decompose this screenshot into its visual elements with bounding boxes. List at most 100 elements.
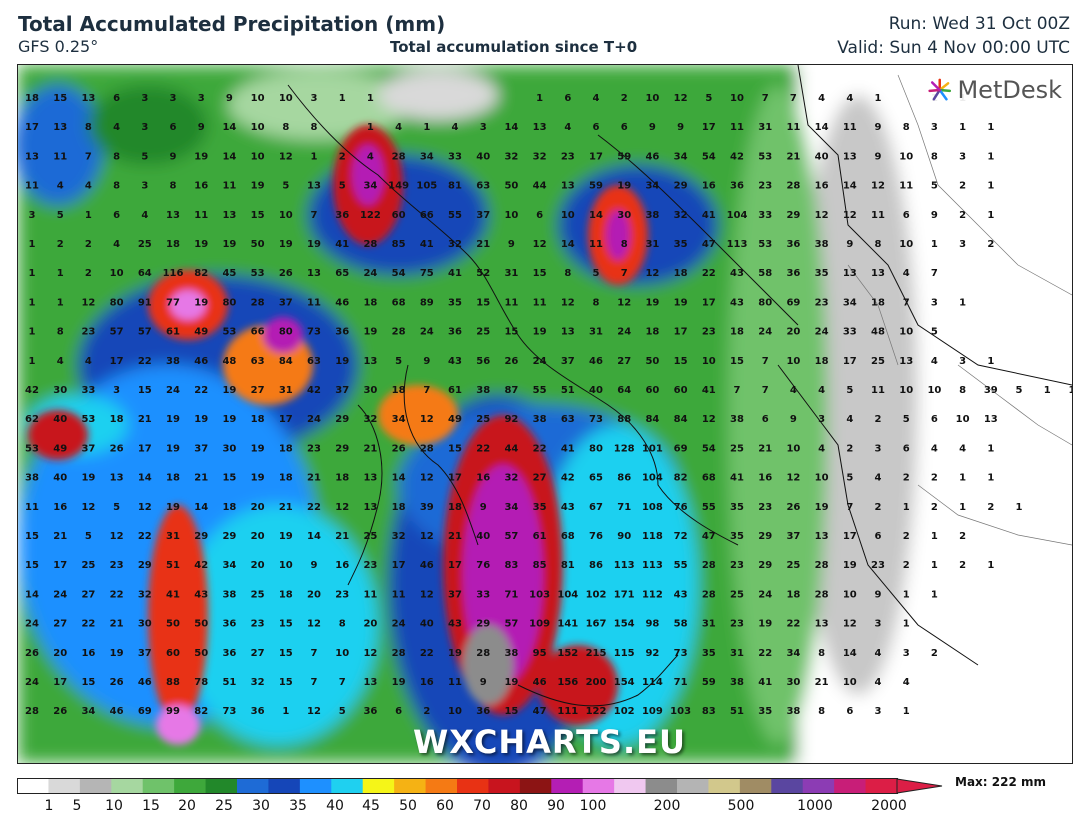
grid-value: 80 [589,443,603,454]
grid-value: 9 [311,560,318,571]
grid-value: 6 [762,414,769,425]
grid-value: 73 [307,327,321,338]
precipitation-map[interactable]: 1815136333910103111642101251077441111713… [17,64,1073,764]
grid-value: 13 [307,268,321,279]
legend-tick-label: 80 [510,798,528,814]
grid-value: 11 [504,297,518,308]
grid-value: 69 [786,297,800,308]
grid-value: 60 [166,648,180,659]
grid-value: 41 [335,239,349,250]
grid-value: 18 [110,414,124,425]
grid-value: 19 [194,414,208,425]
grid-value: 10 [899,151,913,162]
grid-value: 101 [642,443,663,454]
grid-value: 84 [674,414,688,425]
grid-value: 31 [645,239,659,250]
grid-value: 18 [335,473,349,484]
grid-value: 24 [25,619,39,630]
grid-value: 28 [815,560,829,571]
grid-value: 53 [81,414,95,425]
grid-value: 26 [392,443,406,454]
grid-value: 23 [758,502,772,513]
grid-value: 37 [786,531,800,542]
grid-value: 57 [138,327,152,338]
grid-value: 6 [931,414,938,425]
legend-tick-label: 15 [142,798,160,814]
legend-color-swatch [582,779,615,793]
grid-value: 84 [645,414,659,425]
metdesk-logo: MetDesk [922,73,1062,107]
grid-value: 19 [222,385,236,396]
grid-value: 19 [504,677,518,688]
grid-value: 8 [282,122,289,133]
grid-value: 11 [1068,385,1072,396]
grid-value: 55 [674,560,688,571]
grid-value: 12 [561,297,575,308]
grid-value: 68 [392,297,406,308]
grid-value: 28 [702,560,716,571]
grid-value: 19 [279,531,293,542]
grid-value: 156 [557,677,578,688]
grid-value: 14 [138,473,152,484]
legend-color-swatch [299,779,332,793]
grid-value: 8 [875,239,882,250]
grid-value: 42 [307,385,321,396]
grid-value: 18 [363,297,377,308]
grid-value: 1 [1044,385,1051,396]
grid-value: 12 [81,502,95,513]
grid-value: 15 [504,327,518,338]
grid-value: 18 [815,356,829,367]
grid-value: 11 [899,181,913,192]
grid-value: 69 [674,443,688,454]
grid-value: 34 [674,151,688,162]
grid-value: 4 [85,181,92,192]
grid-value: 82 [194,268,208,279]
grid-value: 4 [903,677,910,688]
grid-value: 24 [166,385,180,396]
grid-value: 18 [674,268,688,279]
grid-value: 17 [843,531,857,542]
grid-value: 89 [420,297,434,308]
grid-value: 6 [536,210,543,221]
grid-value: 13 [166,210,180,221]
grid-value: 17 [589,151,603,162]
grid-value: 24 [533,356,547,367]
grid-value: 17 [53,677,67,688]
grid-value: 13 [561,181,575,192]
grid-value: 19 [392,677,406,688]
grid-value: 1 [29,327,36,338]
grid-value: 18 [645,327,659,338]
grid-value: 7 [311,210,318,221]
grid-value: 17 [448,473,462,484]
grid-value: 10 [786,356,800,367]
grid-value: 8 [311,122,318,133]
grid-value: 19 [166,414,180,425]
grid-value: 48 [222,356,236,367]
grid-value: 35 [815,268,829,279]
grid-value: 6 [903,210,910,221]
grid-value: 4 [395,122,402,133]
grid-value: 64 [138,268,152,279]
grid-value: 59 [702,677,716,688]
grid-value: 16 [53,502,67,513]
grid-value: 26 [110,443,124,454]
grid-value: 28 [702,589,716,600]
grid-value: 12 [786,473,800,484]
grid-value: 54 [702,443,716,454]
valid-time-label: Valid: Sun 4 Nov 00:00 UTC [837,38,1070,58]
grid-value: 86 [589,560,603,571]
grid-value: 18 [279,473,293,484]
grid-value: 15 [504,706,518,717]
grid-value: 23 [730,560,744,571]
grid-value: 47 [702,239,716,250]
grid-value: 16 [476,473,490,484]
grid-value: 152 [557,648,578,659]
grid-value: 20 [251,531,265,542]
grid-value: 8 [931,151,938,162]
grid-value: 58 [758,268,772,279]
grid-value: 73 [674,648,688,659]
grid-value: 49 [448,414,462,425]
grid-value: 3 [141,122,148,133]
grid-value: 22 [307,502,321,513]
legend-color-swatch [48,779,81,793]
